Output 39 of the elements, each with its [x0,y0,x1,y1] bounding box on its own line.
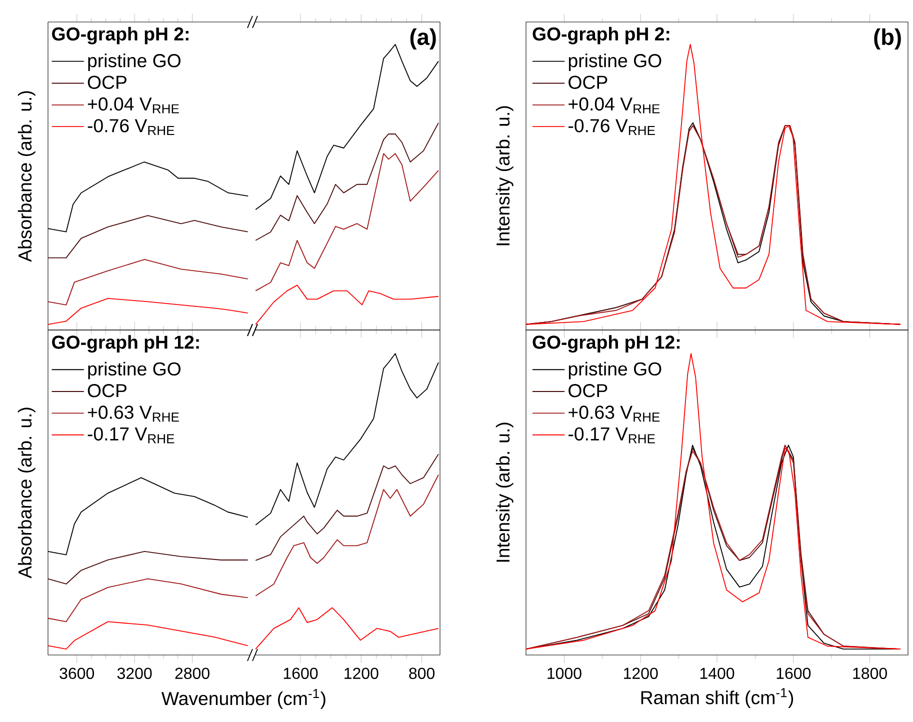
x-tick-label: 1400 [700,668,734,680]
legend-label: +0.04 V$_{RHE}$ [88,97,179,114]
legend-label: OCP [88,384,126,398]
x-tick-label: 3600 [60,668,94,680]
legend-label: -0.17 V$_{RHE}$ [568,427,655,444]
x-tick-label: 1200 [624,668,658,680]
legend-title: GO-graph pH 2: [532,26,670,44]
x-tick-label: 1000 [548,668,582,680]
annotation: (b) [874,28,901,50]
legend-label: -0.76 V$_{RHE}$ [568,119,655,135]
legend-label: OCP [568,76,608,89]
legend-label: +0.63 V$_{RHE}$ [568,406,660,422]
legend-label: OCP [568,384,608,398]
legend-label: OCP [88,76,126,89]
legend-label: -0.17 V$_{RHE}$ [88,427,174,444]
legend-label: +0.04 V$_{RHE}$ [568,97,660,114]
legend-label: pristine GO [568,362,662,380]
annotation: (a) [410,28,436,50]
y-axis-title: Absorbance (arb. u.) [18,91,36,262]
x-tick-label: 800 [409,668,435,680]
y-axis-title: Intensity (arb. u.) [496,422,514,562]
y-axis-title: Intensity (arb. u.) [496,106,514,246]
x-tick-label: 1600 [284,668,318,680]
legend-label: pristine GO [568,54,662,71]
y-axis-title: Absorbance (arb. u.) [18,408,36,578]
x-axis-title: Wavenumber (cm$^{-1}$) [161,689,326,709]
legend-label: pristine GO [88,54,180,71]
legend-title: GO-graph pH 2: [52,26,188,44]
legend-title: GO-graph pH 12: [52,335,199,353]
x-tick-label: 1600 [776,668,811,680]
x-axis-title: Raman shift (cm$^{-1}$) [641,688,794,708]
x-tick-label: 3200 [117,668,152,680]
x-tick-label: 1800 [853,668,887,680]
legend-label: -0.76 V$_{RHE}$ [88,119,174,135]
legend-label: +0.63 V$_{RHE}$ [88,406,179,422]
legend-label: pristine GO [88,362,180,380]
x-tick-label: 2800 [175,668,210,680]
x-tick-label: 1200 [344,668,378,680]
legend-title: GO-graph pH 12: [532,335,680,353]
